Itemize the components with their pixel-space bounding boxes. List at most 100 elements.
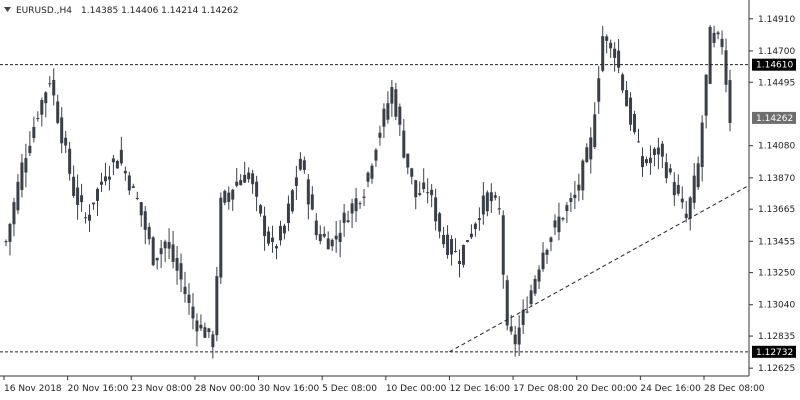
candle [593,102,597,150]
candle [454,238,458,253]
candle [175,246,179,285]
candle-body [374,149,378,161]
candle [629,92,633,131]
candle-body [402,130,406,158]
candle [88,204,92,233]
candle-body [708,26,712,84]
candle-body [139,202,143,216]
candle [92,202,96,210]
candle [115,159,119,169]
candle [370,163,374,184]
candle [342,203,346,237]
candle [529,284,533,307]
y-tick-label: 1.14910 [758,15,795,25]
candle-body [644,159,648,164]
candle-body [537,269,541,282]
candle-body [318,234,322,242]
candle-body [672,182,676,196]
x-tick-label: 30 Nov 16:00 [259,384,320,394]
candle [569,192,573,213]
candle [585,143,589,163]
y-tick-label: 1.13665 [758,205,795,215]
candle-body [625,90,629,107]
candle [151,236,155,267]
candle [565,202,569,224]
candle-body [179,263,183,280]
candle-body [227,192,231,202]
candle [573,180,577,210]
candle-body [505,280,509,326]
y-tick-label: 1.13455 [758,237,795,247]
candle [469,224,473,240]
candle [203,322,207,339]
candle [617,39,621,74]
y-tick-label: 1.13870 [758,174,795,184]
candle [143,206,147,245]
candle-body [664,162,668,179]
candle [553,214,557,236]
candle-body [56,101,60,123]
x-tick-label: 23 Nov 08:00 [131,384,192,394]
candle-body [597,78,601,102]
resistance-price-label: 1.14610 [752,58,796,71]
y-tick-label: 1.13040 [758,301,795,311]
candle-body [680,198,684,203]
symbol-label: EURUSD.,H4 [16,6,72,16]
candle-body [565,205,569,212]
candle [720,30,724,55]
candle-body [700,122,704,167]
candle-body [414,180,418,198]
candle [402,119,406,159]
candle [52,68,56,106]
candle [40,97,44,127]
candle-body [219,197,223,278]
candle [533,275,537,297]
candle [557,202,561,241]
y-tick-label: 1.12835 [758,332,795,342]
candle [525,296,529,314]
candle-body [652,148,656,156]
candle-body [286,203,290,224]
candle-body [541,252,545,270]
candle-body [239,180,243,186]
candle [318,225,322,245]
candle-body [501,215,505,275]
candle [394,82,398,121]
candle-body [386,103,390,120]
candle [219,192,223,284]
candle [493,191,497,201]
x-tick-label: 28 Nov 00:00 [195,384,256,394]
candle-body [111,158,115,163]
candle-body [430,189,434,196]
candle [648,145,652,175]
candle-body [513,334,517,345]
y-tick-label: 1.14080 [758,142,795,152]
candle-body [68,148,72,174]
candle [223,189,227,206]
candle [36,111,40,122]
price-box-text: 1.14610 [756,61,793,71]
candle [330,238,334,251]
candle [326,231,330,250]
candle [271,225,275,253]
candle-body [418,193,422,195]
candle [386,91,390,124]
candle-body [358,203,362,205]
candle-body [235,181,239,186]
candle-body [215,276,219,336]
candle [107,165,111,191]
candle-body [720,38,724,48]
candle-body [48,83,52,85]
candle [517,315,521,357]
candle [44,91,48,118]
candle [275,244,279,260]
candle-body [255,181,259,197]
candle [20,153,24,198]
axis-layer [0,0,750,377]
candle [704,74,708,129]
candle-body [676,184,680,194]
candle [457,249,461,278]
candle [382,103,386,138]
candle-body [76,187,80,205]
